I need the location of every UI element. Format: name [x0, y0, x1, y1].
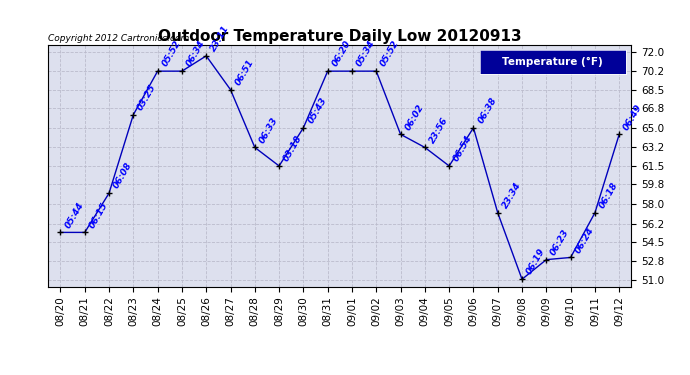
Text: Copyright 2012 Cartronics.com: Copyright 2012 Cartronics.com	[48, 34, 190, 43]
Text: 06:49: 06:49	[622, 102, 644, 132]
Text: 03:25: 03:25	[136, 82, 158, 112]
Text: 23:11: 23:11	[209, 24, 231, 53]
Text: 05:52: 05:52	[160, 39, 183, 68]
Text: 05:44: 05:44	[63, 200, 86, 230]
Text: 06:23: 06:23	[549, 228, 571, 257]
Text: 23:34: 23:34	[500, 181, 522, 210]
Text: 06:18: 06:18	[598, 181, 620, 210]
Text: 06:02: 06:02	[404, 102, 426, 132]
Text: 23:56: 23:56	[428, 116, 450, 145]
Text: 06:08: 06:08	[112, 161, 134, 190]
Text: 06:54: 06:54	[452, 134, 474, 163]
Text: 06:33: 06:33	[257, 116, 279, 145]
Text: 05:43: 05:43	[306, 96, 328, 125]
Text: 06:20: 06:20	[331, 39, 353, 68]
Text: 06:15: 06:15	[88, 200, 110, 230]
Text: 05:52: 05:52	[379, 39, 401, 68]
Text: 06:19: 06:19	[525, 247, 547, 276]
Text: 06:34: 06:34	[185, 39, 207, 68]
Text: 05:34: 05:34	[355, 39, 377, 68]
Text: 06:38: 06:38	[476, 96, 498, 125]
Text: 06:51: 06:51	[233, 58, 255, 87]
Text: 06:24: 06:24	[573, 225, 595, 255]
Title: Outdoor Temperature Daily Low 20120913: Outdoor Temperature Daily Low 20120913	[158, 29, 522, 44]
Text: 03:18: 03:18	[282, 134, 304, 163]
